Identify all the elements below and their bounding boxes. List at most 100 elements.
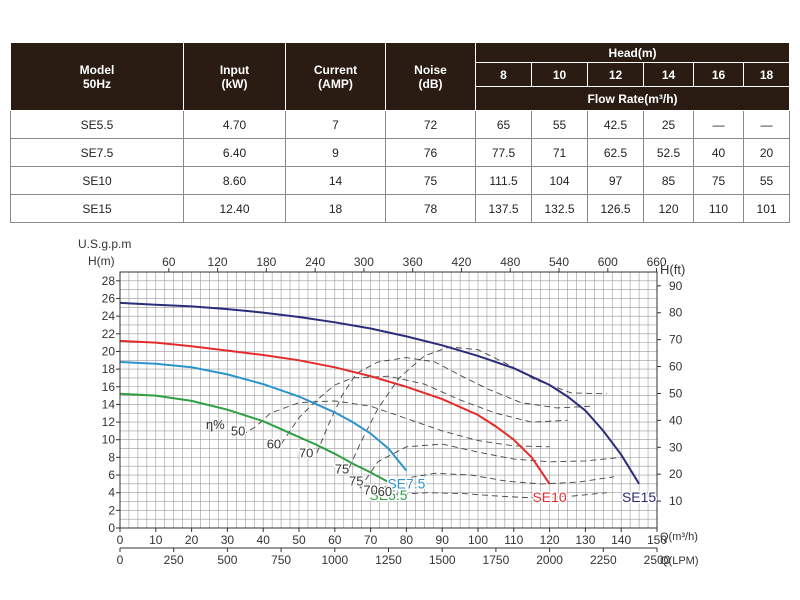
noise-header: Noise (dB) bbox=[385, 42, 476, 111]
cell-flow: 55 bbox=[742, 166, 791, 195]
cell-flow: 132.5 bbox=[531, 194, 588, 223]
x-tick-label: 80 bbox=[400, 533, 414, 547]
lpm-tick-label: 1750 bbox=[483, 553, 510, 567]
efficiency-curve bbox=[392, 492, 607, 499]
cell-flow: 62.5 bbox=[587, 138, 644, 167]
gpm-tick-label: 420 bbox=[451, 255, 471, 269]
lpm-tick-label: 1500 bbox=[429, 553, 456, 567]
cell-current: 7 bbox=[285, 110, 386, 139]
cell-current: 14 bbox=[285, 166, 386, 195]
y-tick-label: 12 bbox=[102, 415, 116, 429]
x-tick-label: 60 bbox=[328, 533, 342, 547]
x-tick-label: 120 bbox=[540, 533, 560, 547]
x-tick-label: 90 bbox=[436, 533, 450, 547]
cell-flow: 110 bbox=[693, 194, 744, 223]
y-tick-label: 18 bbox=[102, 362, 116, 376]
lpm-tick-label: 2000 bbox=[536, 553, 563, 567]
cell-flow: 85 bbox=[643, 166, 694, 195]
efficiency-value: 70 bbox=[363, 482, 377, 497]
ft-tick-label: 10 bbox=[669, 494, 683, 508]
cell-flow: 77.5 bbox=[475, 138, 532, 167]
head-col: 14 bbox=[643, 62, 694, 87]
lpm-tick-label: 750 bbox=[271, 553, 291, 567]
y-tick-label: 24 bbox=[102, 309, 116, 323]
efficiency-curve bbox=[373, 472, 615, 494]
spec-table: Model 50Hz Input (kW) Current (AMP) Noise (d… bbox=[10, 42, 791, 223]
table-row: SE10 8.60 14 75 111.5 104 97 85 75 55 bbox=[10, 166, 791, 195]
series-label: SE15 bbox=[622, 489, 656, 505]
efficiency-label: η% bbox=[206, 417, 225, 432]
gpm-tick-label: 660 bbox=[647, 255, 667, 269]
efficiency-curves bbox=[241, 346, 622, 499]
table-row: SE5.5 4.70 7 72 65 55 42.5 25 — — bbox=[10, 110, 791, 139]
head-col: 10 bbox=[531, 62, 588, 87]
ft-axis-label: H(ft) bbox=[660, 262, 685, 277]
x-tick-label: 40 bbox=[257, 533, 271, 547]
y-tick-label: 16 bbox=[102, 380, 116, 394]
lpm-tick-label: 500 bbox=[217, 553, 237, 567]
efficiency-value: 60 bbox=[378, 484, 392, 499]
x-axis-label: Q(m³/h) bbox=[660, 531, 698, 543]
cell-flow: 104 bbox=[531, 166, 588, 195]
gpm-tick-label: 240 bbox=[305, 255, 325, 269]
x-tick-label: 70 bbox=[364, 533, 378, 547]
x-tick-label: 140 bbox=[611, 533, 631, 547]
cell-flow: 55 bbox=[531, 110, 588, 139]
axes bbox=[116, 268, 661, 552]
gpm-tick-label: 480 bbox=[500, 255, 520, 269]
series-line bbox=[119, 301, 640, 485]
input-header: Input (kW) bbox=[183, 42, 286, 111]
x-tick-label: 100 bbox=[468, 533, 488, 547]
y-tick-label: 4 bbox=[108, 486, 115, 500]
cell-flow: 120 bbox=[643, 194, 694, 223]
efficiency-value: 60 bbox=[267, 437, 281, 452]
cell-noise: 72 bbox=[385, 110, 476, 139]
cell-noise: 75 bbox=[385, 166, 476, 195]
efficiency-value: 70 bbox=[299, 445, 313, 460]
series-line bbox=[119, 361, 408, 472]
y-tick-label: 26 bbox=[102, 291, 116, 305]
cell-model: SE10 bbox=[10, 166, 184, 195]
x-tick-label: 10 bbox=[149, 533, 163, 547]
ft-tick-label: 20 bbox=[669, 467, 683, 481]
y-tick-label: 14 bbox=[102, 397, 116, 411]
cell-flow: 42.5 bbox=[587, 110, 644, 139]
series-label: SE7.5 bbox=[387, 476, 425, 492]
y-tick-label: 20 bbox=[102, 344, 116, 358]
x-tick-label: 50 bbox=[292, 533, 306, 547]
ft-tick-label: 90 bbox=[669, 279, 683, 293]
gpm-tick-label: 600 bbox=[598, 255, 618, 269]
y-tick-label: 28 bbox=[102, 274, 116, 288]
gpm-tick-label: 120 bbox=[208, 255, 228, 269]
series-label: SE10 bbox=[532, 489, 566, 505]
gpm-tick-label: 60 bbox=[162, 255, 176, 269]
gpm-tick-label: 360 bbox=[403, 255, 423, 269]
model-header: Model 50Hz bbox=[10, 42, 184, 111]
ft-tick-label: 30 bbox=[669, 440, 683, 454]
series-line bbox=[119, 339, 551, 485]
cell-flow: 25 bbox=[643, 110, 694, 139]
current-header: Current (AMP) bbox=[285, 42, 386, 111]
cell-flow: 126.5 bbox=[587, 194, 644, 223]
x-tick-label: 150 bbox=[647, 533, 667, 547]
cell-current: 18 bbox=[285, 194, 386, 223]
y-tick-label: 10 bbox=[102, 433, 116, 447]
efficiency-curve bbox=[241, 400, 550, 448]
cell-input: 12.40 bbox=[183, 194, 286, 223]
cell-input: 6.40 bbox=[183, 138, 286, 167]
cell-flow: 65 bbox=[475, 110, 532, 139]
ft-tick-label: 70 bbox=[669, 333, 683, 347]
lpm-axis-label: Q(LPM) bbox=[660, 555, 699, 567]
top-axis-label: U.S.g.p.m bbox=[78, 237, 131, 251]
cell-noise: 78 bbox=[385, 194, 476, 223]
ft-tick-label: 50 bbox=[669, 386, 683, 400]
series-line bbox=[119, 392, 389, 483]
cell-flow: — bbox=[693, 110, 744, 139]
cell-flow: 97 bbox=[587, 166, 644, 195]
cell-model: SE15 bbox=[10, 194, 184, 223]
x-tick-label: 0 bbox=[117, 533, 124, 547]
efficiency-value: 75 bbox=[335, 461, 349, 476]
x-tick-label: 130 bbox=[575, 533, 595, 547]
cell-model: SE7.5 bbox=[10, 138, 184, 167]
lpm-tick-label: 2500 bbox=[644, 553, 671, 567]
